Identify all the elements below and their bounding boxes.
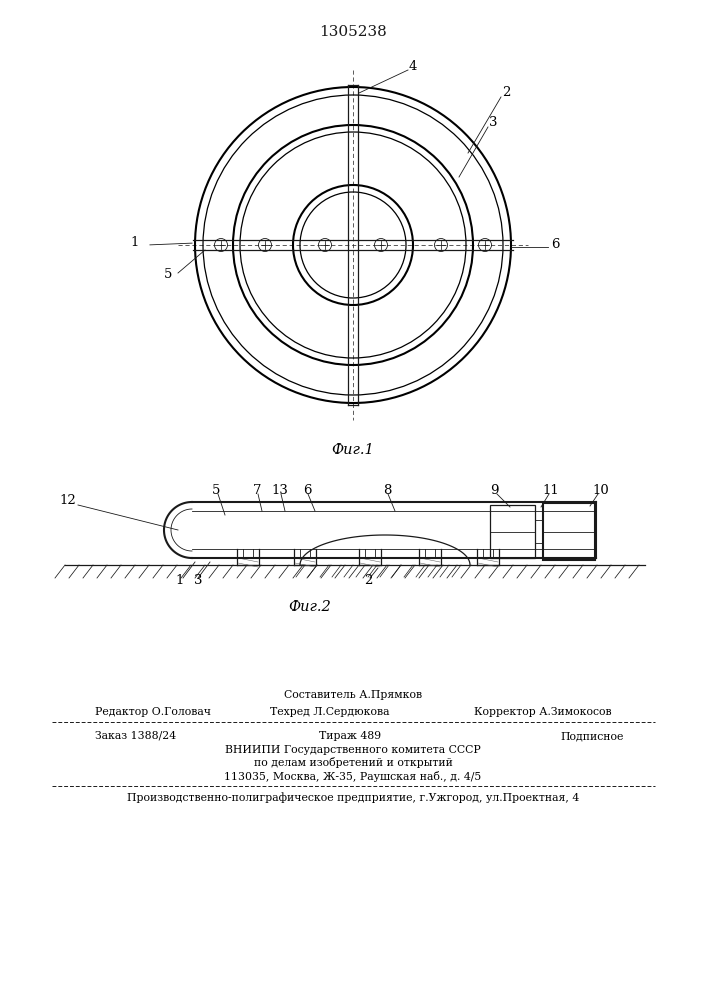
Text: 10: 10 [592, 484, 609, 496]
Text: ВНИИПИ Государственного комитета СССР: ВНИИПИ Государственного комитета СССР [225, 745, 481, 755]
Text: 1305238: 1305238 [319, 25, 387, 39]
Text: 3: 3 [489, 116, 497, 129]
Text: 12: 12 [59, 493, 76, 506]
Text: Фиг.2: Фиг.2 [288, 600, 332, 614]
Text: Редактор О.Головач: Редактор О.Головач [95, 707, 211, 717]
Text: Составитель А.Прямков: Составитель А.Прямков [284, 690, 422, 700]
Text: 6: 6 [551, 238, 559, 251]
Text: по делам изобретений и открытий: по делам изобретений и открытий [254, 758, 452, 768]
Text: 13: 13 [271, 484, 288, 496]
Text: Корректор А.Зимокосов: Корректор А.Зимокосов [474, 707, 612, 717]
Text: 8: 8 [382, 484, 391, 496]
Text: Производственно-полиграфическое предприятие, г.Ужгород, ул.Проектная, 4: Производственно-полиграфическое предприя… [127, 793, 579, 803]
Text: Тираж 489: Тираж 489 [319, 731, 381, 741]
Text: Техред Л.Сердюкова: Техред Л.Сердюкова [270, 707, 390, 717]
Text: Подписное: Подписное [560, 731, 624, 741]
Text: 113035, Москва, Ж-35, Раушская наб., д. 4/5: 113035, Москва, Ж-35, Раушская наб., д. … [224, 770, 481, 782]
Text: 7: 7 [252, 484, 262, 496]
Text: Заказ 1388/24: Заказ 1388/24 [95, 731, 176, 741]
Text: 1: 1 [131, 236, 139, 249]
Text: 1: 1 [176, 574, 185, 587]
Text: 3: 3 [194, 574, 202, 587]
Text: 11: 11 [543, 484, 559, 496]
Text: 2: 2 [502, 87, 510, 100]
Text: 5: 5 [164, 268, 173, 282]
Text: 4: 4 [409, 60, 417, 74]
Text: 9: 9 [490, 484, 498, 496]
Text: 2: 2 [364, 574, 372, 587]
Bar [543, 503, 595, 560]
Bar [490, 505, 535, 558]
Text: 6: 6 [303, 484, 311, 496]
Text: Фиг.1: Фиг.1 [332, 443, 375, 457]
Text: 5: 5 [212, 484, 220, 496]
